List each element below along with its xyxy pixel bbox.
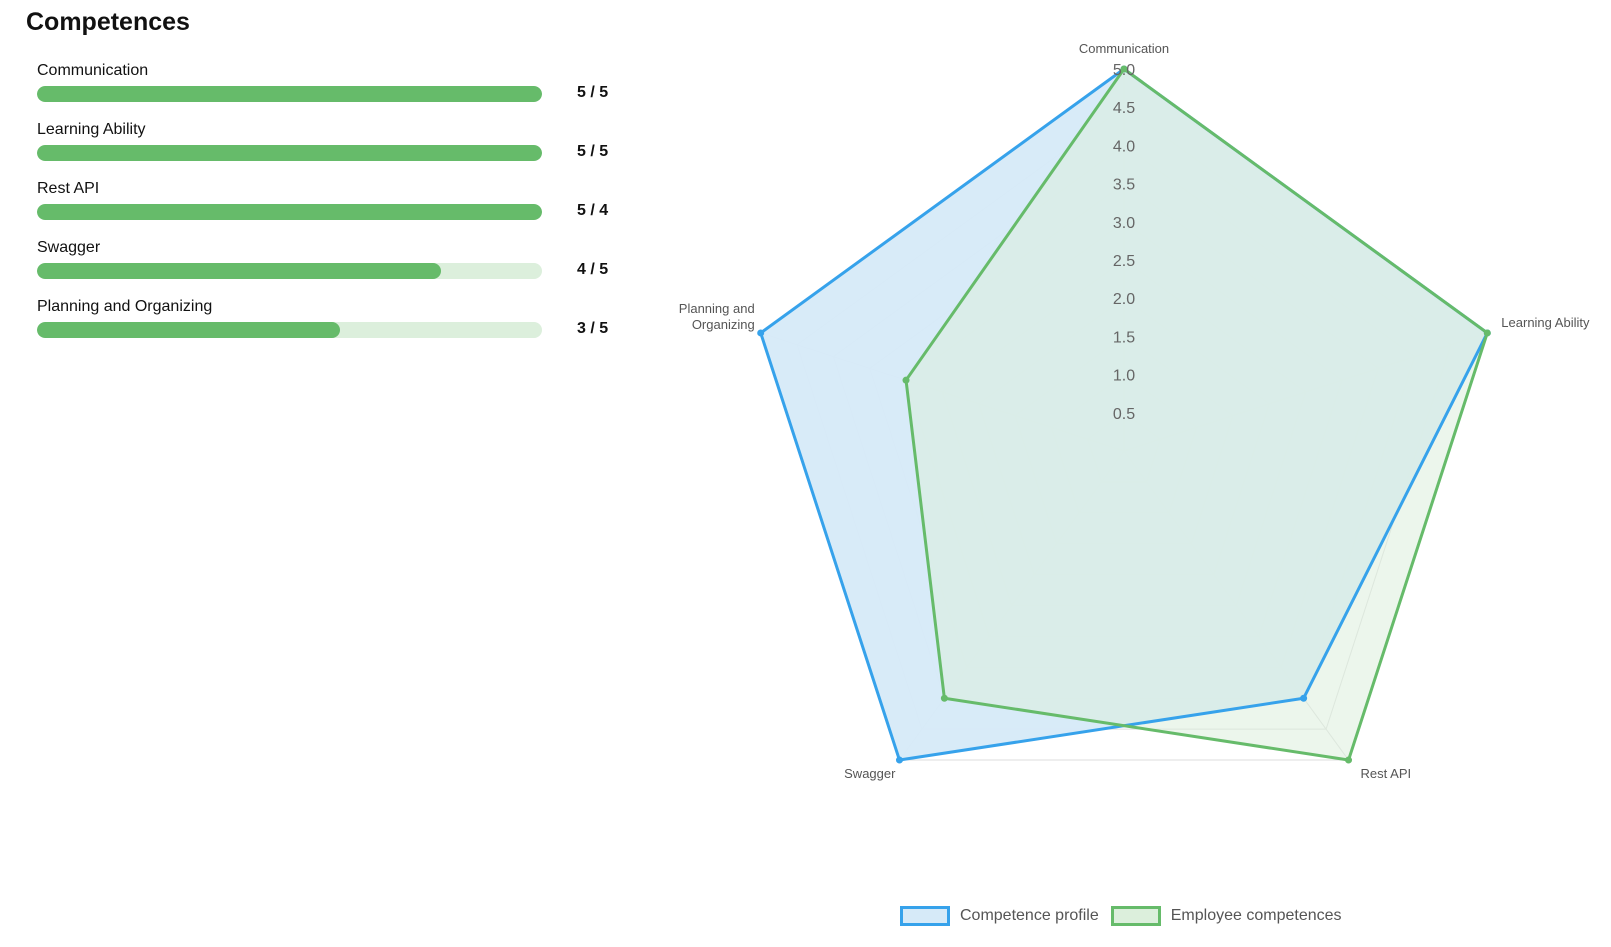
radar-tick-label: 3.5 (1113, 177, 1135, 194)
competence-progress-bar (37, 322, 542, 338)
competence-row: Communication 5 / 5 (37, 62, 637, 121)
radar-axis-label-line: Swagger (844, 766, 896, 781)
competence-score: 3 / 5 (577, 320, 609, 337)
radar-point-employee-competences (940, 694, 948, 702)
legend-label-competence-profile: Competence profile (960, 907, 1099, 924)
competence-name: Planning and Organizing (37, 298, 213, 315)
radar-point-employee-competences (1483, 329, 1491, 337)
radar-tick-label: 1.0 (1113, 368, 1135, 385)
competence-name: Learning Ability (37, 121, 146, 138)
competence-row: Swagger 4 / 5 (37, 239, 637, 298)
radar-line-employee-competences (904, 67, 1489, 762)
competence-list: Communication 5 / 5 Learning Ability 5 / 5 R… (37, 62, 637, 357)
competence-score: 4 / 5 (577, 261, 609, 278)
radar-axis-label: Planning and Organizing (679, 301, 755, 332)
radar-tick-label: 0.5 (1113, 406, 1135, 423)
radar-axis-label: Rest API (1361, 766, 1412, 781)
radar-tick-label: 5.0 (1113, 62, 1135, 79)
competence-progress-bar (37, 86, 542, 102)
competence-row: Rest API 5 / 4 (37, 180, 637, 239)
competence-progress-fill (37, 322, 340, 338)
competence-progress-fill (37, 263, 441, 279)
radar-axis-label: Swagger (844, 766, 896, 781)
radar-point-employee-competences (1345, 756, 1353, 764)
competence-score: 5 / 5 (577, 84, 609, 101)
competence-score: 5 / 4 (577, 202, 609, 219)
radar-point-competence-profile (1300, 694, 1308, 702)
competence-progress-bar (37, 263, 542, 279)
radar-tick-label: 2.5 (1113, 253, 1135, 270)
legend-swatch-competence-profile (900, 906, 950, 926)
radar-point-competence-profile (757, 329, 765, 337)
radar-axis-label: Communication (1079, 41, 1169, 56)
competence-row: Learning Ability 5 / 5 (37, 121, 637, 180)
competence-progress-bar (37, 204, 542, 220)
radar-tick-label: 4.5 (1113, 100, 1135, 117)
competence-name: Rest API (37, 180, 100, 197)
competence-score: 5 / 5 (577, 143, 609, 160)
radar-point-employee-competences (902, 376, 910, 384)
legend-item-employee-competences[interactable]: Employee competences (1110, 906, 1342, 926)
competence-progress-bar (37, 145, 542, 161)
radar-area-employee-competences (906, 69, 1488, 761)
legend-item-competence-profile[interactable]: Competence profile (900, 906, 1099, 926)
chart-legend: Competence profile Employee competences (900, 904, 1354, 928)
radar-tick-label: 4.0 (1113, 138, 1135, 155)
radar-point-employee-competences (1120, 65, 1128, 73)
radar-axis-label-line: Rest API (1361, 766, 1412, 781)
radar-point-competence-profile (895, 756, 903, 764)
radar-tick-label: 2.0 (1113, 291, 1135, 308)
legend-label-employee-competences: Employee competences (1170, 907, 1342, 924)
radar-tick-label: 1.5 (1113, 329, 1135, 346)
radar-axis-label-line: Organizing (692, 317, 755, 332)
competence-progress-fill (37, 145, 542, 161)
competence-progress-fill (37, 204, 542, 220)
radar-axis-label-line: Planning and (679, 301, 755, 316)
radar-axis-label-line: Learning Ability (1501, 315, 1590, 330)
legend-swatch-employee-competences (1110, 906, 1161, 926)
competence-name: Swagger (37, 239, 101, 256)
competence-name: Communication (37, 62, 149, 79)
radar-tick-label: 3.0 (1113, 215, 1135, 232)
competence-progress-fill (37, 86, 542, 102)
radar-axis-label-line: Communication (1079, 41, 1169, 56)
competence-row: Planning and Organizing 3 / 5 (37, 298, 637, 357)
radar-axis-label: Learning Ability (1501, 315, 1590, 330)
page-title: Competences (26, 8, 190, 36)
